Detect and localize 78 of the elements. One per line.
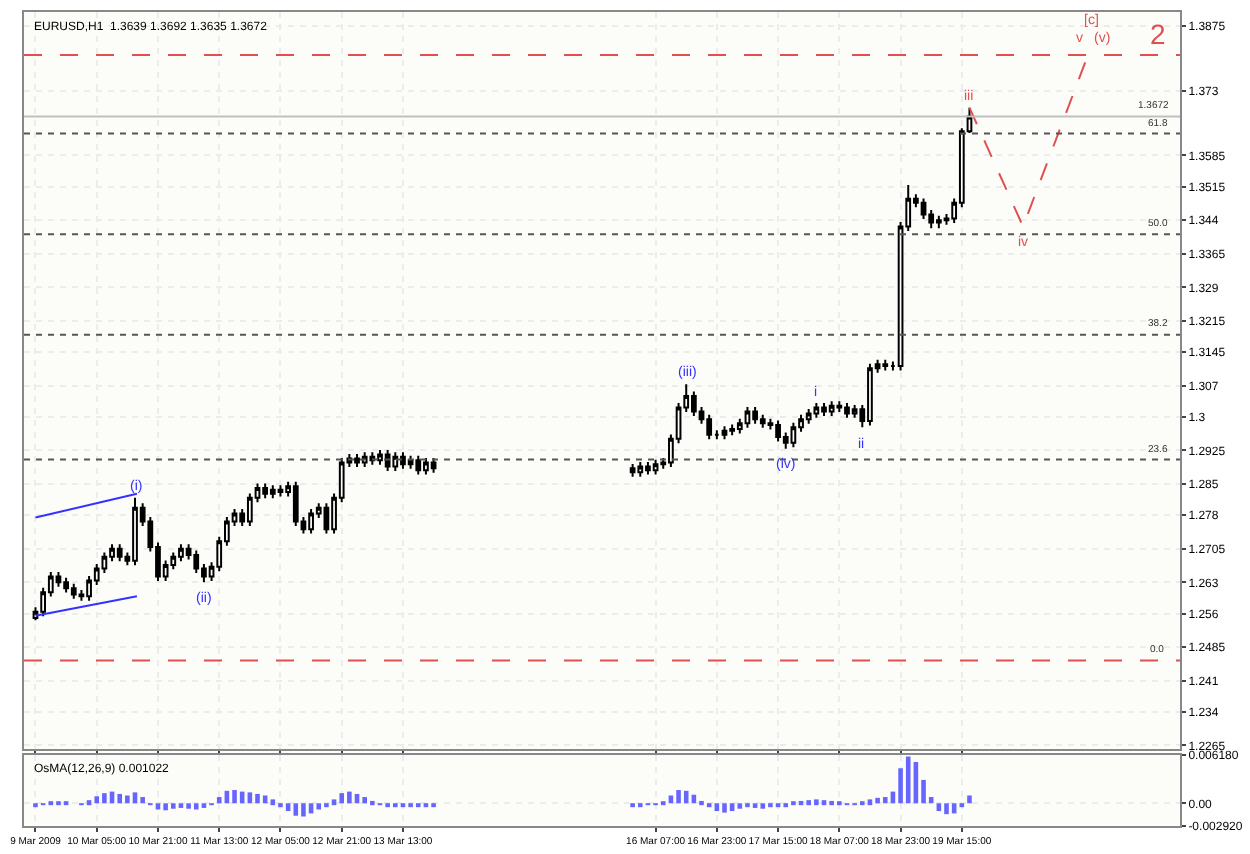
bar bbox=[255, 793, 260, 804]
candlestick bbox=[706, 413, 713, 441]
candlestick bbox=[828, 400, 835, 418]
bar bbox=[293, 803, 299, 816]
bar bbox=[967, 795, 972, 804]
bar bbox=[760, 803, 766, 809]
candlestick bbox=[920, 197, 927, 220]
bar bbox=[882, 797, 888, 804]
candlestick bbox=[63, 576, 69, 594]
bar bbox=[370, 800, 375, 806]
bar bbox=[301, 803, 306, 817]
bar bbox=[722, 803, 727, 813]
candlestick bbox=[851, 403, 858, 419]
bar bbox=[944, 803, 949, 815]
candlestick bbox=[392, 451, 399, 473]
candlestick bbox=[292, 480, 299, 527]
candlestick bbox=[178, 543, 184, 563]
candlestick bbox=[116, 543, 123, 563]
candlestick bbox=[269, 484, 276, 500]
candlestick bbox=[821, 402, 827, 418]
candlestick bbox=[377, 449, 383, 466]
candlestick bbox=[423, 457, 429, 476]
candlestick bbox=[805, 407, 812, 425]
bar bbox=[125, 795, 130, 804]
bar bbox=[875, 797, 880, 804]
candlestick bbox=[813, 402, 820, 419]
candlestick bbox=[354, 453, 360, 468]
candlestick bbox=[935, 214, 942, 230]
bar bbox=[676, 790, 681, 804]
candlestick bbox=[844, 402, 850, 419]
bar bbox=[737, 803, 743, 809]
candlestick bbox=[867, 362, 873, 427]
bar bbox=[193, 803, 199, 810]
candlestick bbox=[790, 421, 797, 449]
bar bbox=[829, 800, 834, 806]
bar bbox=[117, 793, 122, 804]
candlestick bbox=[882, 358, 889, 372]
bar bbox=[339, 793, 344, 804]
bar bbox=[806, 800, 811, 806]
candlestick bbox=[132, 496, 138, 567]
bar bbox=[102, 793, 107, 804]
bar bbox=[905, 756, 911, 804]
candlestick bbox=[629, 462, 636, 478]
bar bbox=[140, 797, 145, 804]
bar bbox=[216, 797, 222, 804]
candlestick bbox=[415, 454, 422, 476]
candlestick bbox=[384, 449, 391, 473]
candlestick bbox=[400, 451, 406, 470]
candlestick bbox=[691, 390, 697, 418]
bar bbox=[347, 791, 352, 804]
candlestick bbox=[645, 461, 651, 476]
candlestick bbox=[637, 461, 644, 478]
candlestick bbox=[70, 582, 77, 600]
candlestick bbox=[752, 406, 758, 425]
candlestick bbox=[721, 425, 728, 441]
bar bbox=[163, 803, 168, 811]
candlestick bbox=[277, 484, 284, 498]
bar bbox=[683, 790, 689, 804]
bar bbox=[814, 799, 819, 806]
annotation: 2 bbox=[1150, 18, 1166, 50]
bar bbox=[170, 803, 176, 809]
candlestick bbox=[652, 458, 659, 476]
bar bbox=[316, 803, 322, 810]
candlestick bbox=[246, 492, 253, 527]
bar bbox=[155, 803, 161, 810]
candlestick bbox=[262, 482, 269, 500]
candlestick bbox=[836, 400, 843, 414]
candlestick bbox=[759, 413, 766, 429]
bar bbox=[699, 800, 704, 806]
bar bbox=[362, 797, 367, 804]
candlestick bbox=[729, 423, 736, 437]
bar bbox=[232, 790, 237, 804]
candlestick bbox=[308, 508, 314, 535]
candlestick bbox=[193, 549, 200, 574]
candlestick bbox=[744, 406, 751, 429]
bar bbox=[186, 803, 191, 809]
bar bbox=[94, 796, 100, 804]
candlestick bbox=[775, 419, 781, 443]
